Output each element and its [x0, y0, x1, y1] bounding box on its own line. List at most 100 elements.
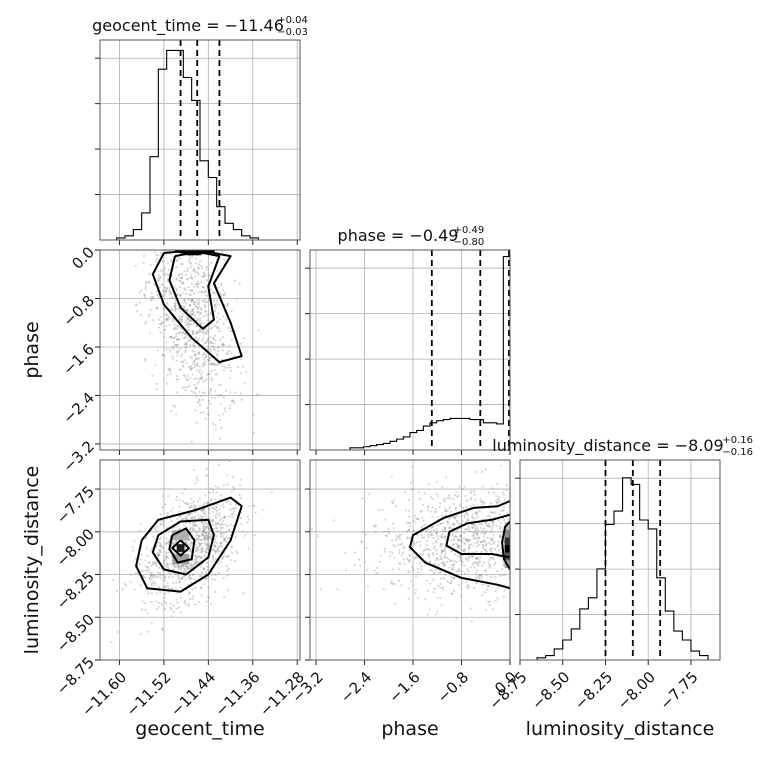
- scatter-point: [467, 559, 470, 562]
- scatter-point: [219, 292, 223, 295]
- scatter-point: [182, 365, 185, 368]
- scatter-point: [188, 577, 191, 580]
- scatter-point: [214, 339, 217, 342]
- scatter-point: [169, 602, 172, 606]
- scatter-point: [167, 368, 170, 371]
- scatter-point: [199, 514, 202, 518]
- scatter-point: [159, 545, 163, 548]
- scatter-point: [479, 541, 483, 544]
- scatter-point: [387, 527, 390, 530]
- scatter-point: [197, 377, 201, 380]
- scatter-point: [419, 540, 422, 543]
- scatter-point: [144, 357, 147, 361]
- scatter-point: [210, 326, 213, 330]
- scatter-point: [192, 529, 195, 532]
- scatter-point: [459, 559, 462, 562]
- scatter-point: [190, 323, 193, 326]
- scatter-point: [417, 517, 420, 520]
- scatter-point: [453, 535, 457, 538]
- scatter-point: [147, 592, 150, 595]
- scatter-point: [446, 497, 449, 500]
- contour-level-2: [168, 527, 196, 564]
- scatter-point: [204, 535, 207, 538]
- scatter-point: [197, 273, 200, 276]
- scatter-point: [439, 571, 442, 574]
- scatter-point: [407, 559, 410, 562]
- scatter-point: [121, 588, 124, 591]
- scatter-point: [459, 558, 463, 561]
- scatter-point: [495, 524, 498, 527]
- scatter-point: [453, 552, 457, 556]
- scatter-point: [205, 537, 209, 540]
- scatter-point: [375, 524, 378, 527]
- scatter-point: [212, 558, 215, 561]
- scatter-point: [200, 516, 204, 520]
- scatter-point: [222, 554, 226, 558]
- scatter-point: [203, 303, 206, 306]
- scatter-point: [201, 571, 204, 574]
- scatter-point: [232, 512, 235, 515]
- scatter-point: [169, 350, 172, 353]
- scatter-point: [406, 529, 410, 532]
- density-cell: [172, 530, 189, 541]
- scatter-point: [201, 391, 204, 394]
- scatter-point: [488, 564, 491, 567]
- scatter-point: [159, 276, 162, 280]
- scatter-point: [207, 527, 210, 530]
- scatter-point: [193, 383, 196, 386]
- scatter-point: [174, 298, 177, 302]
- scatter-point: [215, 303, 218, 306]
- scatter-point: [206, 330, 210, 333]
- scatter-point: [443, 530, 446, 533]
- scatter-point: [195, 362, 199, 365]
- pair-plot-area: [110, 460, 273, 644]
- scatter-point: [407, 597, 410, 600]
- scatter-point: [398, 537, 402, 540]
- scatter-point: [178, 314, 181, 318]
- scatter-point: [178, 527, 182, 530]
- scatter-point: [382, 530, 386, 533]
- scatter-point: [466, 513, 470, 517]
- scatter-point: [206, 474, 209, 477]
- scatter-point: [195, 369, 199, 372]
- scatter-point: [179, 294, 182, 297]
- histogram-luminosity_distance: [520, 477, 717, 660]
- scatter-point: [206, 534, 209, 537]
- scatter-point: [181, 276, 184, 279]
- scatter-point: [223, 537, 226, 540]
- scatter-point: [150, 292, 153, 295]
- scatter-point: [181, 364, 184, 367]
- scatter-point: [165, 542, 168, 545]
- scatter-point: [170, 510, 173, 513]
- scatter-point: [382, 587, 385, 591]
- scatter-point: [459, 594, 463, 597]
- scatter-point: [471, 516, 474, 520]
- scatter-point: [489, 557, 492, 560]
- x-tick-label: −1.6: [385, 668, 423, 706]
- scatter-point: [190, 319, 193, 323]
- scatter-point: [203, 305, 207, 308]
- scatter-point: [173, 551, 176, 554]
- scatter-point: [221, 349, 225, 352]
- scatter-point: [169, 573, 172, 576]
- scatter-point: [164, 558, 167, 561]
- scatter-point: [416, 556, 419, 559]
- scatter-point: [449, 539, 453, 542]
- scatter-point: [178, 285, 181, 289]
- scatter-point: [469, 543, 473, 546]
- scatter-point: [154, 582, 157, 585]
- scatter-point: [198, 336, 201, 340]
- scatter-point: [203, 531, 206, 534]
- scatter-point: [173, 564, 176, 567]
- scatter-point: [205, 527, 208, 530]
- density-cell: [504, 529, 510, 538]
- scatter-point: [437, 558, 440, 561]
- scatter-point: [162, 519, 166, 522]
- scatter-point: [204, 514, 208, 518]
- x-axis-label-geocent_time: geocent_time: [135, 718, 264, 740]
- scatter-point: [435, 549, 438, 552]
- scatter-point: [124, 584, 128, 587]
- scatter-point: [227, 529, 230, 532]
- scatter-point: [212, 337, 215, 340]
- scatter-point: [400, 584, 403, 587]
